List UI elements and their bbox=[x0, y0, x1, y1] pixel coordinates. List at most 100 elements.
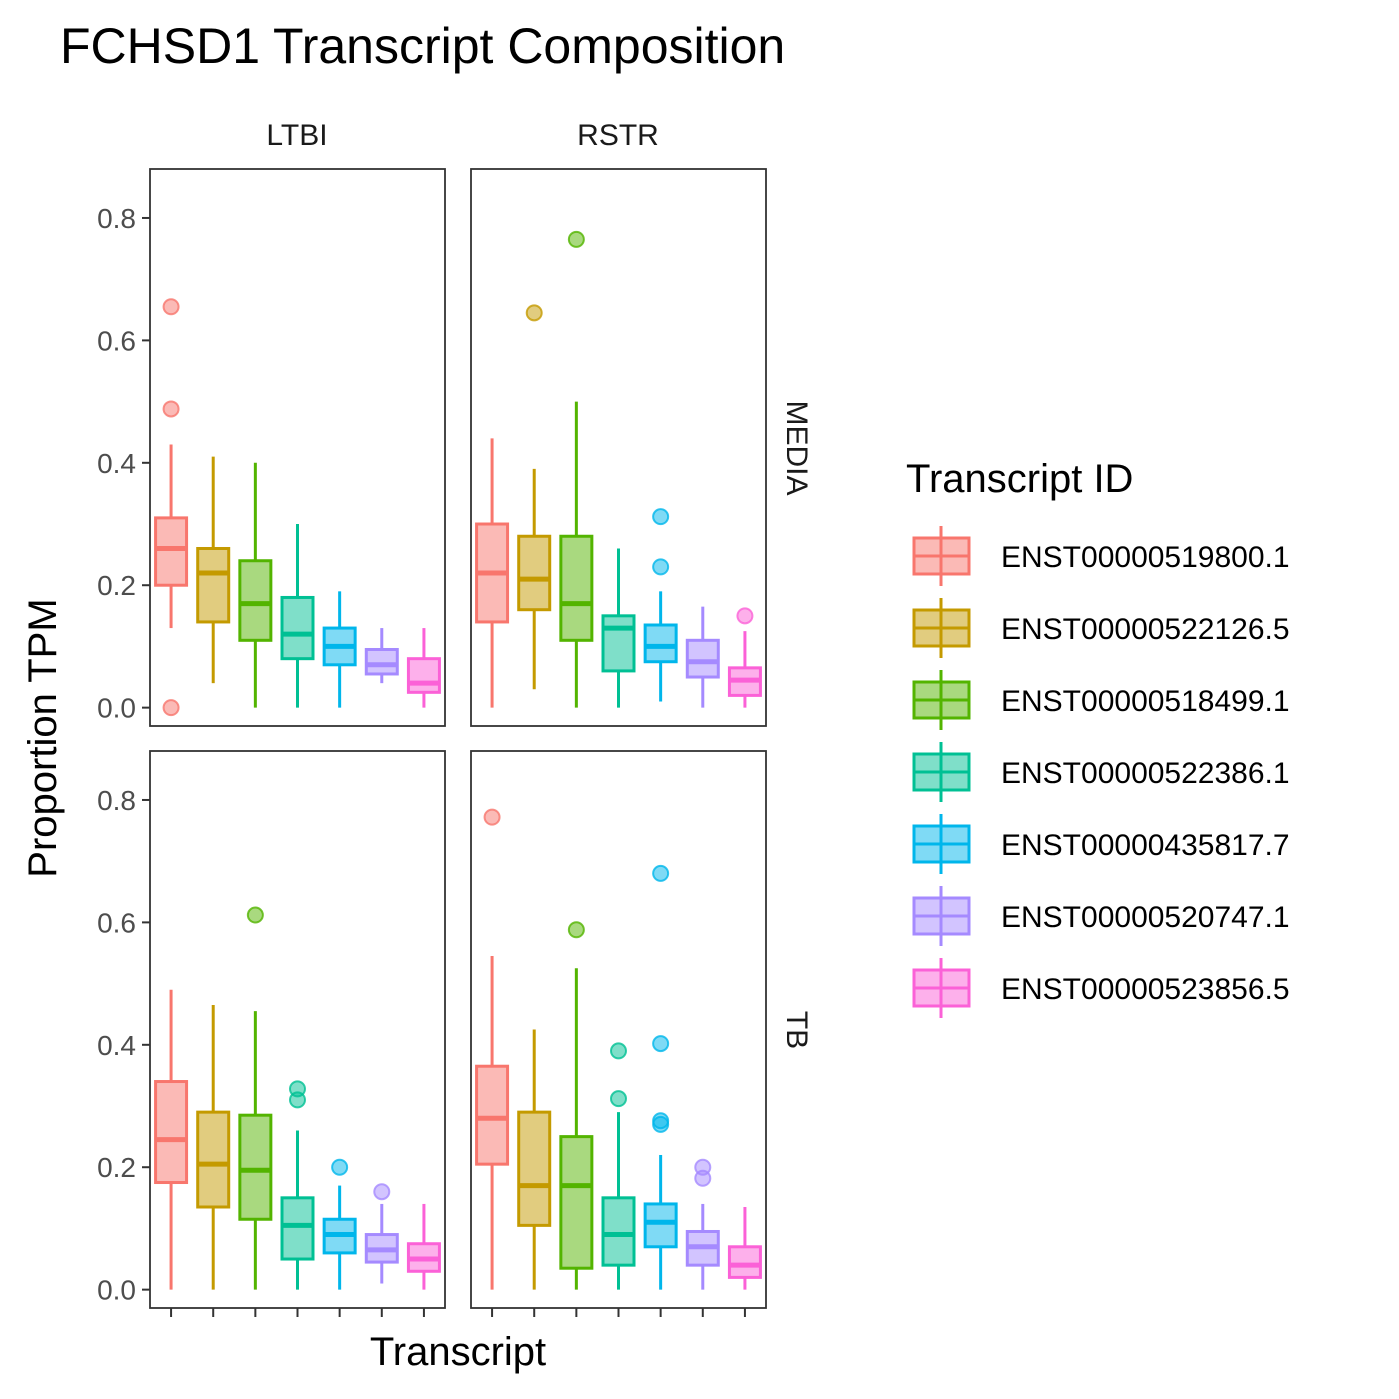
box-body bbox=[154, 1080, 189, 1185]
y-tick-label: 0.2 bbox=[97, 1152, 136, 1183]
legend-item-enst00000522126-5: ENST00000522126.5 bbox=[912, 598, 1290, 658]
outlier-point bbox=[483, 808, 501, 826]
box-body bbox=[559, 1135, 594, 1270]
y-tick-label: 0.4 bbox=[97, 448, 136, 479]
outlier-point bbox=[525, 304, 543, 322]
box-rstr-media-7 bbox=[727, 607, 762, 708]
strip-label-tb: TB bbox=[780, 1011, 813, 1049]
legend-title: Transcript ID bbox=[906, 457, 1133, 501]
box-body bbox=[238, 1113, 273, 1221]
box-ltbi-media-2 bbox=[196, 456, 231, 684]
box-ltbi-tb-5 bbox=[322, 1158, 357, 1290]
legend-label: ENST00000519800.1 bbox=[1001, 541, 1290, 574]
box-body bbox=[475, 1064, 510, 1166]
x-axis-title: Transcript bbox=[370, 1330, 546, 1374]
box-rstr-media-5 bbox=[643, 508, 678, 702]
box-rstr-tb-2 bbox=[517, 1029, 552, 1290]
y-tick-label: 0.2 bbox=[97, 570, 136, 601]
y-tick-label: 0.0 bbox=[97, 1275, 136, 1306]
outlier-point bbox=[652, 558, 670, 576]
outlier-point bbox=[652, 1035, 670, 1053]
box-body bbox=[601, 614, 636, 673]
box-rstr-tb-4 bbox=[601, 1042, 636, 1290]
strip-label-media: MEDIA bbox=[780, 400, 813, 495]
legend-label: ENST00000518499.1 bbox=[1001, 685, 1290, 718]
box-body bbox=[196, 546, 231, 624]
outlier-point bbox=[652, 508, 670, 526]
outlier-point bbox=[567, 230, 585, 248]
y-tick-label: 0.8 bbox=[97, 785, 136, 816]
strip-label-ltbi: LTBI bbox=[266, 119, 327, 152]
box-ltbi-media-1 bbox=[154, 298, 189, 717]
box-rstr-media-6 bbox=[685, 606, 720, 708]
box-rstr-tb-3 bbox=[559, 921, 594, 1290]
outlier-point bbox=[289, 1091, 306, 1109]
box-body bbox=[154, 516, 189, 587]
legend-item-enst00000519800-1: ENST00000519800.1 bbox=[912, 526, 1290, 586]
box-body bbox=[517, 1110, 552, 1227]
legend-label: ENST00000522386.1 bbox=[1001, 757, 1290, 790]
y-tick-label: 0.6 bbox=[97, 325, 136, 356]
outlier-point bbox=[373, 1183, 391, 1201]
box-ltbi-tb-2 bbox=[196, 1005, 231, 1290]
box-body bbox=[559, 534, 594, 642]
box-rstr-media-4 bbox=[601, 548, 636, 708]
box-body bbox=[685, 638, 720, 679]
legend-item-enst00000518499-1: ENST00000518499.1 bbox=[912, 670, 1290, 730]
outlier-point bbox=[610, 1042, 627, 1060]
outlier-point bbox=[567, 921, 585, 939]
box-body bbox=[406, 657, 441, 694]
box-body bbox=[517, 534, 552, 612]
box-rstr-tb-5 bbox=[643, 864, 678, 1290]
outlier-point bbox=[652, 864, 670, 882]
outlier-point bbox=[652, 1115, 670, 1133]
box-rstr-tb-1 bbox=[475, 808, 510, 1290]
y-tick-label: 0.4 bbox=[97, 1030, 136, 1061]
legend-item-enst00000520747-1: ENST00000520747.1 bbox=[912, 886, 1290, 946]
box-body bbox=[364, 647, 399, 676]
plot-layer: 0.0 0.2 0.4 0.6 0.8 0.0 0.2 0.4 0.6 0.8 bbox=[97, 168, 767, 1317]
box-body bbox=[727, 1245, 762, 1279]
box-ltbi-tb-3 bbox=[238, 906, 273, 1290]
box-ltbi-tb-6 bbox=[364, 1183, 399, 1284]
legend-label: ENST00000435817.7 bbox=[1001, 829, 1290, 862]
box-body bbox=[601, 1196, 636, 1267]
box-rstr-tb-7 bbox=[727, 1207, 762, 1290]
outlier-point bbox=[162, 400, 180, 418]
outlier-point bbox=[246, 906, 264, 924]
outlier-point bbox=[162, 699, 180, 717]
box-ltbi-tb-7 bbox=[406, 1203, 441, 1290]
panel-ltbi-media: 0.0 0.2 0.4 0.6 0.8 bbox=[97, 168, 446, 727]
box-body bbox=[643, 1202, 678, 1249]
legend: ENST00000519800.1 ENST00000522126.5 ENST00… bbox=[912, 526, 1290, 1018]
panel-ltbi-tb: 0.0 0.2 0.4 0.6 0.8 bbox=[97, 750, 446, 1317]
box-body bbox=[643, 623, 678, 664]
strip-label-rstr: RSTR bbox=[577, 119, 659, 152]
panel-rstr-tb bbox=[470, 750, 767, 1317]
outlier-point bbox=[331, 1158, 349, 1176]
box-body bbox=[280, 1196, 315, 1261]
outlier-point bbox=[694, 1169, 712, 1187]
box-rstr-media-2 bbox=[517, 304, 552, 690]
legend-item-enst00000523856-5: ENST00000523856.5 bbox=[912, 958, 1290, 1018]
legend-label: ENST00000520747.1 bbox=[1001, 901, 1290, 934]
legend-label: ENST00000522126.5 bbox=[1001, 613, 1290, 646]
box-rstr-media-3 bbox=[559, 230, 594, 708]
box-ltbi-tb-1 bbox=[154, 989, 189, 1290]
box-ltbi-media-6 bbox=[364, 628, 399, 684]
legend-label: ENST00000523856.5 bbox=[1001, 973, 1290, 1006]
box-rstr-tb-6 bbox=[685, 1158, 720, 1290]
y-tick-label: 0.0 bbox=[97, 693, 136, 724]
y-tick-label: 0.6 bbox=[97, 907, 136, 938]
box-ltbi-media-7 bbox=[406, 628, 441, 708]
outlier-point bbox=[610, 1090, 627, 1108]
panel-border bbox=[149, 168, 446, 727]
legend-item-enst00000435817-7: ENST00000435817.7 bbox=[912, 814, 1290, 874]
panel-rstr-media bbox=[470, 168, 767, 727]
chart-title: FCHSD1 Transcript Composition bbox=[60, 18, 785, 74]
box-ltbi-tb-4 bbox=[280, 1080, 315, 1290]
box-body bbox=[280, 595, 315, 661]
box-ltbi-media-3 bbox=[238, 462, 273, 708]
